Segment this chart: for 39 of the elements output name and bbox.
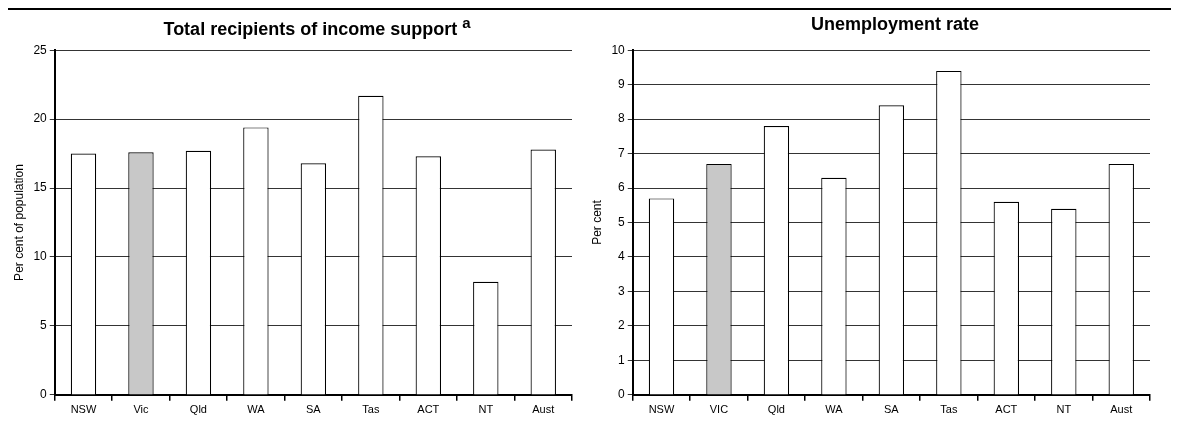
y-tick-label: 6 bbox=[618, 180, 626, 195]
x-tick-label: Vic bbox=[133, 403, 149, 416]
x-tick-label: Tas bbox=[362, 403, 380, 416]
x-tick-label: NSW bbox=[648, 403, 675, 416]
x-tick-label: Qld bbox=[767, 403, 785, 416]
y-tick-label: 10 bbox=[611, 42, 626, 57]
y-tick-label: 10 bbox=[33, 249, 48, 264]
x-tick-label: NT bbox=[1056, 403, 1072, 416]
y-tick-label: 1 bbox=[618, 352, 626, 367]
y-tick-label: 0 bbox=[618, 387, 626, 402]
y-tick-label: 20 bbox=[33, 111, 48, 126]
chart-title: Total recipients of income support $^{a}$ bbox=[162, 14, 472, 40]
y-tick-label: 8 bbox=[618, 111, 626, 126]
y-tick-label: 5 bbox=[40, 318, 48, 333]
x-tick-label: Aust bbox=[1110, 403, 1133, 416]
y-tick-label: 3 bbox=[618, 283, 626, 298]
x-tick-label: Qld bbox=[189, 403, 207, 416]
x-tick-label: VIC bbox=[709, 403, 729, 416]
x-tick-label: Tas bbox=[940, 403, 958, 416]
y-tick-label: 7 bbox=[618, 145, 626, 160]
y-tick-label: 25 bbox=[33, 42, 48, 57]
x-tick-label: ACT bbox=[995, 403, 1018, 416]
x-tick-label: NT bbox=[478, 403, 494, 416]
chart-title: Unemployment rate bbox=[809, 14, 980, 36]
x-tick-label: Aust bbox=[532, 403, 555, 416]
y-tick-label: 9 bbox=[618, 76, 626, 91]
y-tick-label: 2 bbox=[618, 318, 626, 333]
x-tick-label: SA bbox=[306, 403, 322, 416]
x-tick-label: ACT bbox=[417, 403, 440, 416]
y-tick-label: 0 bbox=[40, 387, 48, 402]
x-tick-label: WA bbox=[247, 403, 266, 416]
x-tick-label: WA bbox=[825, 403, 844, 416]
y-tick-label: 15 bbox=[33, 180, 48, 195]
y-axis-title: Per cent bbox=[589, 199, 604, 245]
y-axis-title: Per cent of population bbox=[11, 164, 26, 281]
y-tick-label: 5 bbox=[618, 214, 626, 229]
x-tick-label: NSW bbox=[70, 403, 97, 416]
y-tick-label: 4 bbox=[618, 249, 626, 264]
x-tick-label: SA bbox=[884, 403, 900, 416]
